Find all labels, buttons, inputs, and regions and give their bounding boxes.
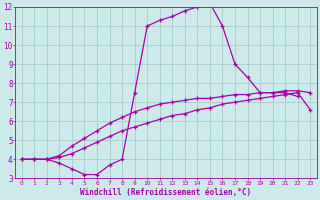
X-axis label: Windchill (Refroidissement éolien,°C): Windchill (Refroidissement éolien,°C) <box>80 188 252 197</box>
